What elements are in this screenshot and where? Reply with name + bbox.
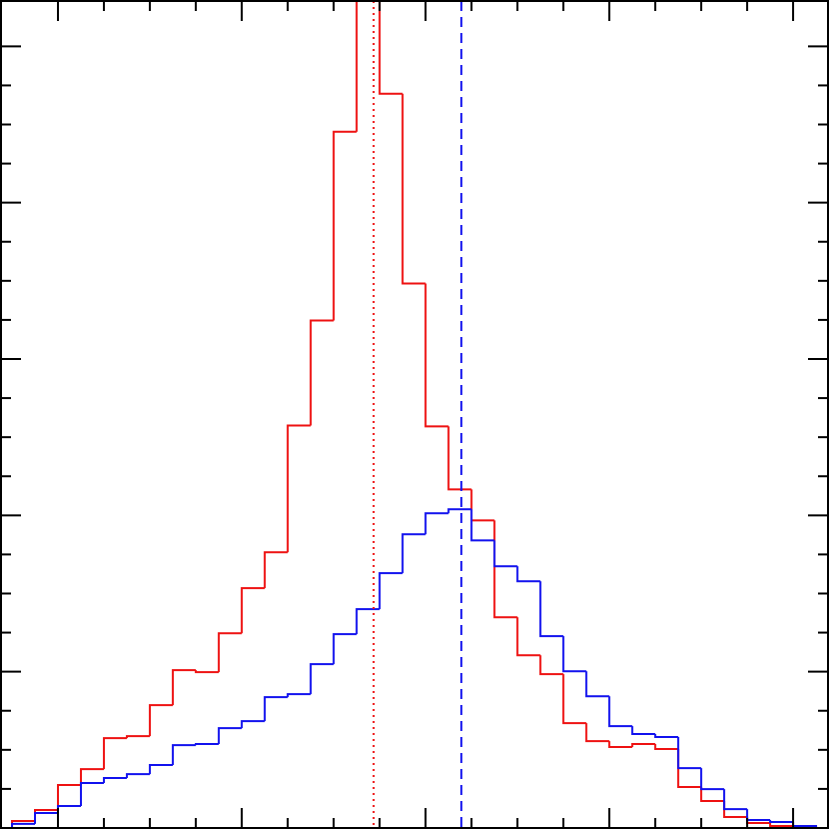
- plot-area: [11, 1, 818, 828]
- histogram-step: [33, 811, 58, 824]
- histogram-step: [33, 809, 58, 821]
- histogram-step: [79, 768, 104, 786]
- histogram-step: [539, 581, 564, 638]
- histogram-step: [56, 784, 81, 811]
- histogram-step: [332, 633, 357, 665]
- histogram-step: [654, 744, 679, 751]
- histogram-step: [332, 130, 357, 321]
- histogram-step: [79, 781, 104, 806]
- histogram-step: [723, 789, 748, 811]
- histogram-step: [608, 741, 633, 749]
- histogram-step: [355, 608, 380, 635]
- histogram-step: [585, 671, 610, 698]
- histogram-step: [493, 520, 518, 619]
- histogram-step: [470, 489, 495, 522]
- histogram-step: [401, 533, 426, 574]
- histogram-step: [217, 632, 242, 673]
- histogram-step: [585, 723, 610, 743]
- histogram-step: [654, 734, 679, 739]
- histogram-step: [309, 663, 334, 695]
- histogram-step: [700, 768, 725, 791]
- histogram-step: [240, 587, 265, 634]
- histogram-step: [102, 776, 127, 783]
- histogram-step: [539, 655, 564, 676]
- histogram-step: [194, 670, 219, 674]
- histogram-step: [516, 566, 541, 583]
- histogram-step: [125, 735, 150, 739]
- histogram-step: [378, 1, 403, 95]
- histogram-step: [608, 696, 633, 728]
- histogram-step: [700, 787, 725, 802]
- histogram-step: [447, 508, 472, 514]
- histogram-step: [470, 509, 495, 542]
- histogram-step: [125, 773, 150, 778]
- histogram-step: [424, 283, 449, 428]
- histogram-step: [286, 693, 311, 698]
- histogram-step: [171, 669, 196, 706]
- histogram-step: [562, 636, 587, 673]
- histogram-step: [171, 744, 196, 765]
- histogram-step: [217, 727, 242, 745]
- histogram-step: [240, 720, 265, 729]
- histogram-step: [56, 804, 81, 813]
- histogram-step: [11, 822, 35, 828]
- histogram-step: [286, 424, 311, 553]
- histogram-step: [148, 704, 173, 737]
- histogram-step: [401, 93, 426, 285]
- histogram-step: [263, 551, 288, 589]
- histogram-step: [493, 540, 518, 568]
- histogram-step: [769, 820, 794, 824]
- histogram-step: [562, 674, 587, 725]
- histogram-step: [309, 319, 334, 426]
- histogram-step: [355, 1, 358, 132]
- histogram-step: [263, 696, 288, 722]
- histogram-step: [378, 572, 403, 610]
- histogram-step: [148, 763, 173, 775]
- histogram-step: [194, 743, 219, 746]
- histogram-step: [447, 426, 472, 491]
- histogram-step: [746, 809, 771, 822]
- histogram-step: [424, 512, 449, 535]
- histogram-step: [631, 726, 656, 736]
- histogram-step: [677, 737, 702, 770]
- histogram-step: [102, 737, 127, 770]
- histogram-step: [631, 743, 656, 748]
- histogram-step: [769, 822, 794, 827]
- histogram-step: [516, 617, 541, 657]
